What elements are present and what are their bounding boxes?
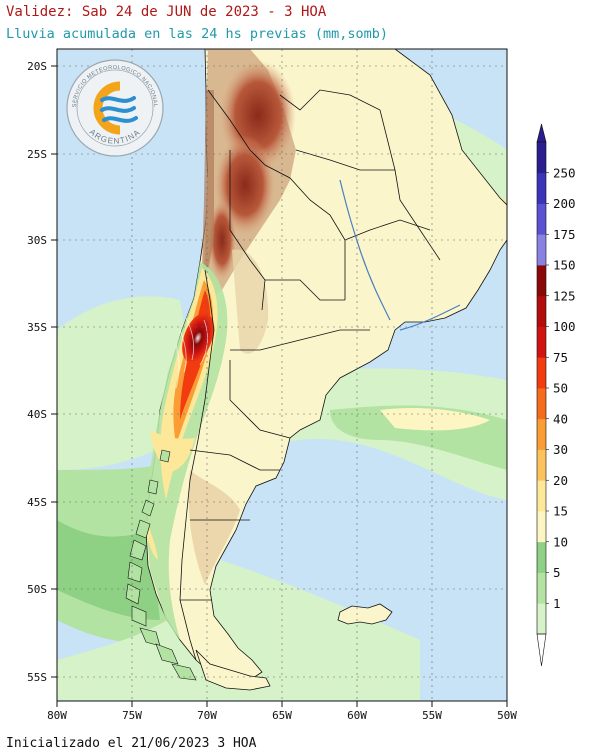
colorbar-band xyxy=(537,326,546,358)
andes-central-relief xyxy=(208,200,236,280)
longitude-labels: 80W 75W 70W 65W 60W 55W 50W xyxy=(47,709,517,722)
lon-label: 55W xyxy=(422,709,442,722)
colorbar-label: 50 xyxy=(553,381,568,396)
lat-label: 30S xyxy=(27,234,47,247)
rain-land-far-south xyxy=(146,520,158,560)
lat-label: 25S xyxy=(27,148,47,161)
malvinas-islands xyxy=(337,603,393,625)
lat-label: 20S xyxy=(27,60,47,73)
map-title: Validez: Sab 24 de JUN de 2023 - 3 HOA xyxy=(6,4,327,20)
lon-label: 60W xyxy=(347,709,367,722)
lat-label: 45S xyxy=(27,496,47,509)
coastal-relief xyxy=(202,90,214,270)
colorbar-top-arrow xyxy=(536,123,547,143)
lat-label: 35S xyxy=(27,321,47,334)
colorbar-band xyxy=(537,572,546,604)
colorbar-label: 150 xyxy=(553,258,576,273)
patagonia-terrain xyxy=(188,470,240,585)
rain-band-atlantic-peak xyxy=(380,408,490,431)
graticule xyxy=(57,49,507,701)
colorbar-label: 15 xyxy=(553,504,568,519)
lon-label: 70W xyxy=(197,709,217,722)
colorbar-band xyxy=(537,142,546,174)
colorbar-label: 1 xyxy=(553,596,561,611)
lon-label: 80W xyxy=(47,709,67,722)
colorbar-band xyxy=(537,480,546,512)
colorbar-band xyxy=(537,234,546,266)
colorbar-band xyxy=(537,449,546,481)
colorbar-label: 250 xyxy=(553,165,576,180)
init-timestamp: Inicializado el 21/06/2023 3 HOA xyxy=(6,736,257,751)
colorbar-band xyxy=(537,511,546,543)
colorbar-label: 75 xyxy=(553,350,568,365)
lon-label: 65W xyxy=(272,709,292,722)
lon-label: 50W xyxy=(497,709,517,722)
latitude-labels: 20S 25S 30S 35S 40S 45S 50S 55S xyxy=(27,60,47,684)
colorbar-label: 10 xyxy=(553,534,568,549)
rain-land-south-yellow xyxy=(150,430,195,472)
colorbar-band xyxy=(537,172,546,204)
colorbar-band xyxy=(537,265,546,297)
rain-isolines xyxy=(175,317,208,389)
colorbar-label: 100 xyxy=(553,319,576,334)
colorbar-bottom-arrow xyxy=(536,633,547,667)
rain-band-south-atlantic xyxy=(57,560,420,700)
river-parana xyxy=(339,179,391,321)
map-area xyxy=(57,49,507,701)
colorbar-band xyxy=(537,357,546,389)
colorbar-band xyxy=(537,295,546,327)
colorbar-label: 175 xyxy=(553,227,576,242)
map-subtitle: Lluvia acumulada en las 24 hs previas (m… xyxy=(6,26,389,42)
colorbar-label: 125 xyxy=(553,288,576,303)
boundaries xyxy=(179,89,441,661)
tick-marks xyxy=(51,65,508,707)
lat-label: 55S xyxy=(27,671,47,684)
tierra-del-fuego xyxy=(195,649,271,691)
lat-label: 50S xyxy=(27,583,47,596)
colorbar-label: 20 xyxy=(553,473,568,488)
lat-label: 40S xyxy=(27,408,47,421)
colorbar-label: 30 xyxy=(553,442,568,457)
colorbar-label: 5 xyxy=(553,565,561,580)
sierras-terrain xyxy=(232,249,269,354)
logo-waves-icon xyxy=(100,96,138,123)
colorbar-label: 40 xyxy=(553,411,568,426)
logo-ring xyxy=(76,69,154,147)
chilean-archipelago xyxy=(125,449,197,681)
colorbar-band xyxy=(537,418,546,450)
colorbar-label: 200 xyxy=(553,196,576,211)
smn-logo: SERVICIO METEOROLOGICO NACIONAL ARGENTIN… xyxy=(66,59,164,157)
colorbar-band xyxy=(537,603,546,635)
colorbar-band xyxy=(537,541,546,573)
logo-sun-icon xyxy=(93,81,121,135)
river-plata xyxy=(399,304,461,331)
colorbar-band xyxy=(537,388,546,420)
colorbar-band xyxy=(537,203,546,235)
lon-label: 75W xyxy=(122,709,142,722)
